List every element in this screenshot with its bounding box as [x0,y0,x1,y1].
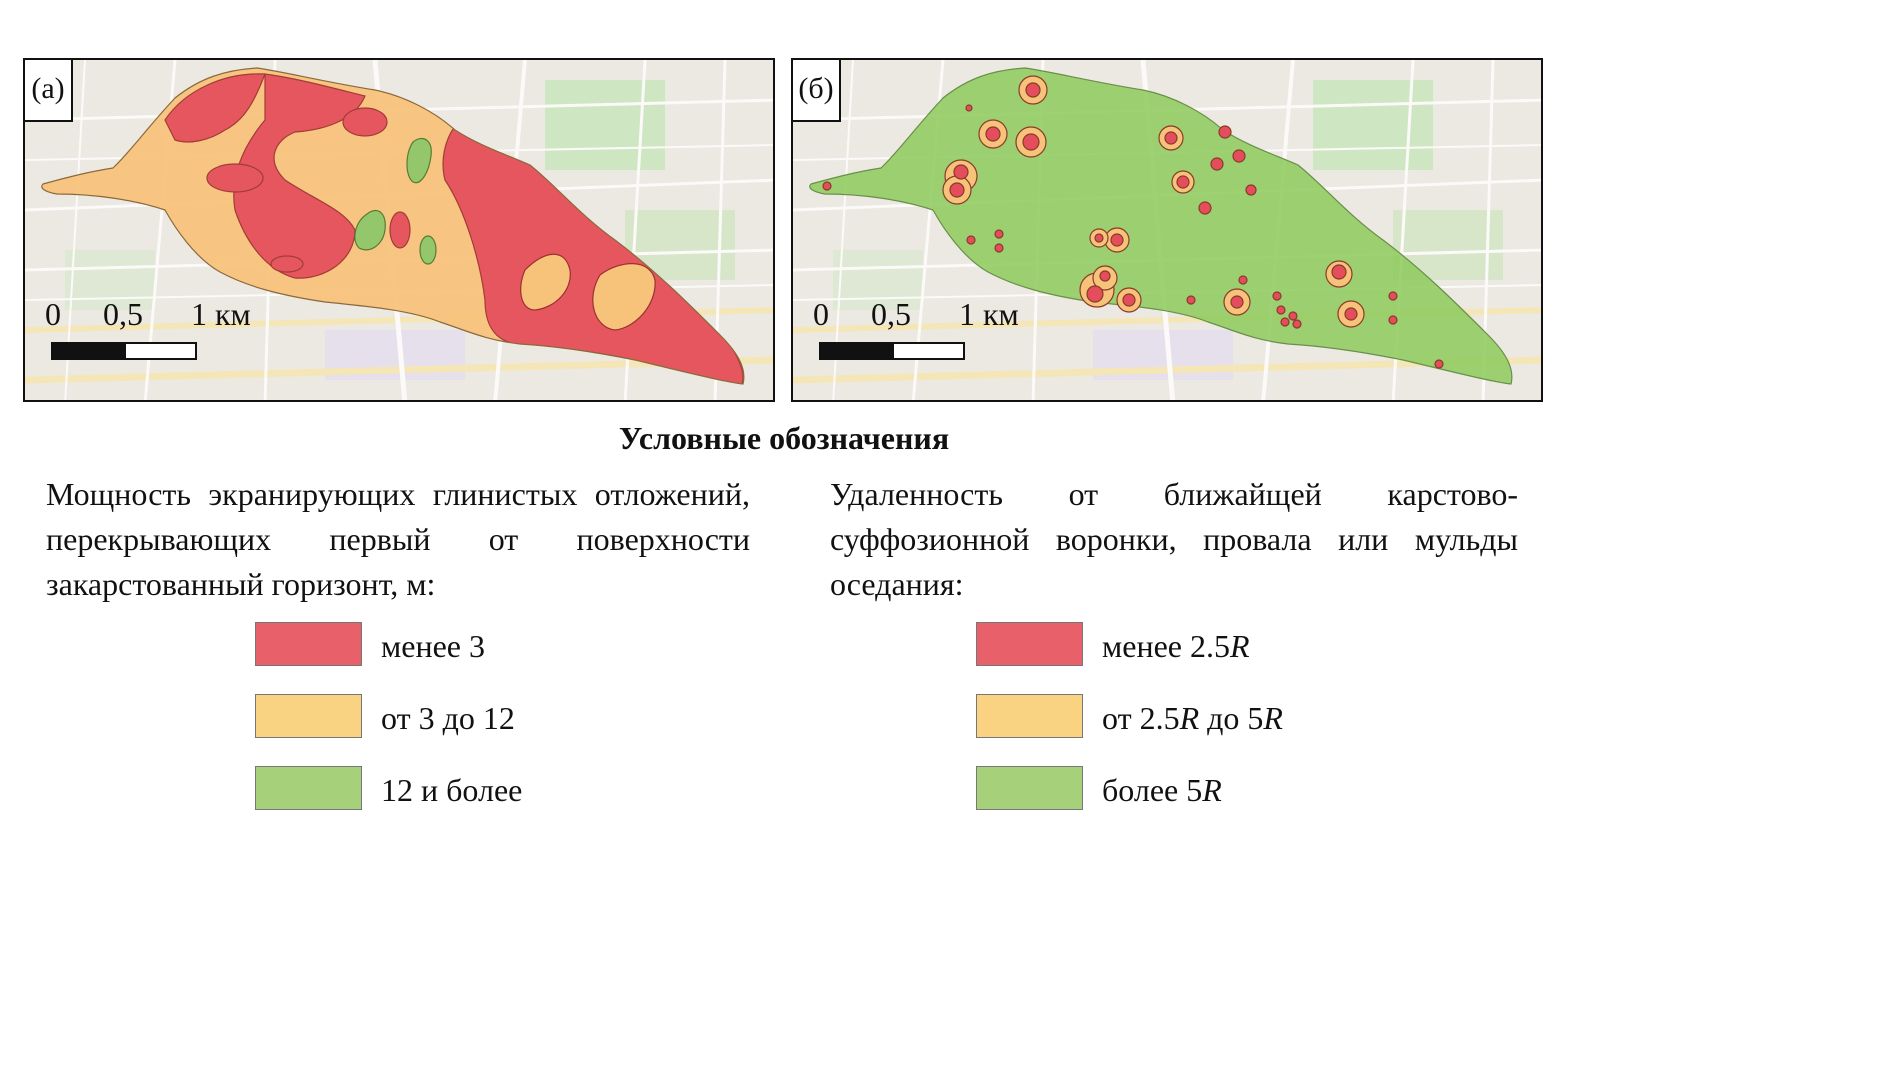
legend-swatch [255,622,362,666]
legend-title: Условные обозначения [618,420,950,456]
legend-label: от 2.5R до 5R [1102,700,1283,736]
scale-bar-b [819,342,965,360]
legend-label: 12 и более [381,772,523,808]
study-area-green-b [809,67,1513,385]
legend-swatch [976,694,1083,738]
scale-label-half: 0,5 [103,296,143,332]
legend-swatch [976,622,1083,666]
legend-swatch [255,766,362,810]
scale-label-0: 0 [45,296,61,332]
map-panel-b: (б) 0 0,5 1 км [791,58,1543,402]
map-panel-a: (а) 0 0,5 1 км [23,58,775,402]
scale-bar-a [51,342,197,360]
legend-distance-description: Удаленность от ближайщей карстово-суффоз… [830,476,1518,602]
legend-label: менее 3 [381,628,485,664]
map-b-canvas [793,60,1541,400]
scale-label-1km: 1 км [959,296,1019,332]
sinkhole-buffers [822,75,1444,369]
study-area-outline-a [41,67,745,385]
legend-label: более 5R [1102,772,1222,808]
panel-label-a: (а) [25,60,73,122]
scale-label-0: 0 [813,296,829,332]
legend-label: менее 2.5R [1102,628,1250,664]
legend-label: от 3 до 12 [381,700,515,736]
legend-swatch [255,694,362,738]
scale-label-half: 0,5 [871,296,911,332]
legend-swatch [976,766,1083,810]
legend-thickness-description: Мощность экранирующих глинистых отложени… [46,476,750,602]
scale-label-1km: 1 км [191,296,251,332]
panel-label-b: (б) [793,60,841,122]
